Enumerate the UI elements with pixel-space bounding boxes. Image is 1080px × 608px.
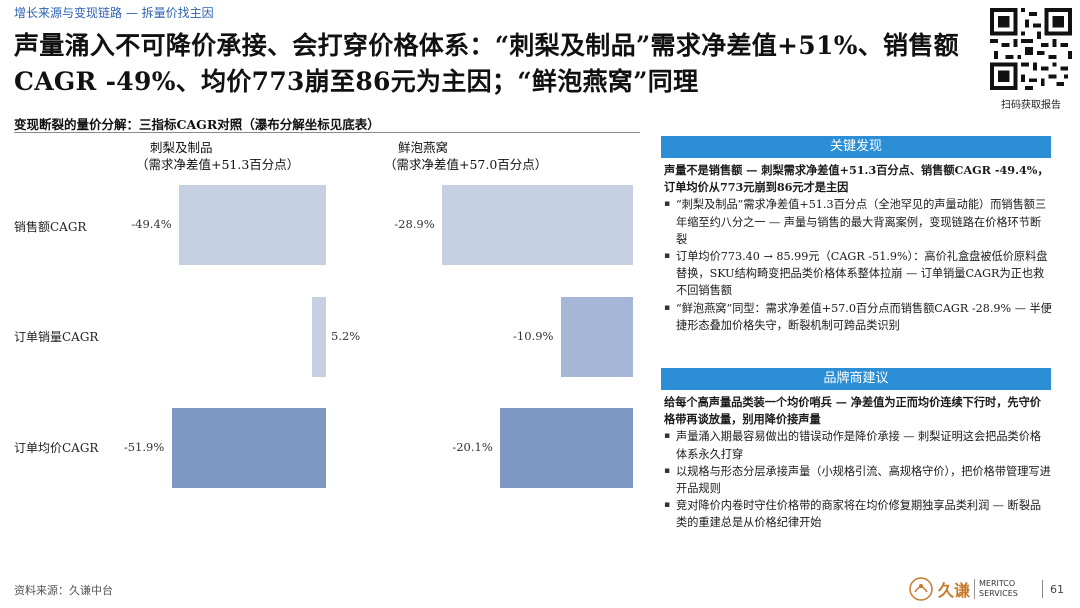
data-label: -28.9% xyxy=(394,217,435,231)
data-label: -20.1% xyxy=(452,440,493,454)
chart-bar xyxy=(561,297,633,377)
chart-bar xyxy=(179,185,326,265)
series-name-2: 鲜泡燕窝 xyxy=(398,140,449,155)
advice-body: 给每个高声量品类装一个均价哨兵 — 净差值为正而均价连续下行时，先守价格带再谈放… xyxy=(664,394,1052,532)
data-label: -49.4% xyxy=(131,217,172,231)
advice-list: 声量涌入期最容易做出的错误动作是降价承接 — 刺梨证明这会把品类价格体系永久打穿… xyxy=(664,428,1052,531)
logo-en-line-1: MERITCO xyxy=(979,579,1016,588)
chart-column-title: 刺梨及制品 （需求净差值+51.3百分点） xyxy=(136,139,299,173)
list-item: 以规格与形态分层承接声量（小规格引流、高规格守价），把价格带管理写进开品规则 xyxy=(664,463,1052,497)
advice-header: 品牌商建议 xyxy=(661,368,1051,390)
data-label: 5.2% xyxy=(331,329,361,343)
list-item: 声量涌入期最容易做出的错误动作是降价承接 — 刺梨证明这会把品类价格体系永久打穿 xyxy=(664,428,1052,462)
logo-icon xyxy=(909,577,933,601)
page-title: 声量涌入不可降价承接、会打穿价格体系：“刺梨及制品”需求净差值+51%、销售额C… xyxy=(14,31,959,96)
list-item: 订单均价773.40 → 85.99元（CAGR -51.9%）：高价礼盒盘被低… xyxy=(664,248,1052,300)
series-subtitle-1: （需求净差值+51.3百分点） xyxy=(136,157,300,172)
breadcrumb: 增长来源与变现链路 — 拆量价找主因 xyxy=(14,6,214,20)
findings-list: “刺梨及制品”需求净差值+51.3百分点（全池罕见的声量动能）而销售额三年缩至约… xyxy=(664,196,1052,334)
chart-bar xyxy=(442,185,633,265)
logo-cn-text: 久谦 xyxy=(938,581,971,600)
chart-bar xyxy=(171,408,326,488)
qr-caption: 扫码获取报告 xyxy=(1001,100,1061,111)
qr-code-icon[interactable] xyxy=(990,8,1072,90)
logo-en-text: MERITCO SERVICES xyxy=(974,579,1018,599)
company-logo: 久谦 MERITCO SERVICES xyxy=(908,575,1038,603)
chart-bar xyxy=(500,408,633,488)
findings-body: 声量不是销售额 — 刺梨需求净差值+51.3百分点、销售额CAGR -49.4%… xyxy=(664,162,1052,334)
logo-en-line-2: SERVICES xyxy=(979,589,1018,598)
series-name-1: 刺梨及制品 xyxy=(150,140,213,155)
chart-column-title: 鲜泡燕窝 （需求净差值+57.0百分点） xyxy=(384,139,547,173)
series-subtitle-2: （需求净差值+57.0百分点） xyxy=(384,157,548,172)
data-label: -51.9% xyxy=(123,440,165,454)
advice-lead: 给每个高声量品类装一个均价哨兵 — 净差值为正而均价连续下行时，先守价格带再谈放… xyxy=(664,395,1041,427)
list-item: “鲜泡燕窝”同型：需求净差值+57.0百分点而销售额CAGR -28.9% — … xyxy=(664,300,1052,334)
data-label: -10.9% xyxy=(513,329,554,343)
page-separator xyxy=(1042,580,1043,598)
findings-lead: 声量不是销售额 — 刺梨需求净差值+51.3百分点、销售额CAGR -49.4%… xyxy=(664,163,1049,195)
findings-header: 关键发现 xyxy=(661,136,1051,158)
page-number: 61 xyxy=(1050,583,1064,596)
category-label: 订单销量CAGR xyxy=(14,330,99,344)
source-note: 资料来源：久谦中台 xyxy=(14,584,113,597)
list-item: 竞对降价内卷时守住价格带的商家将在均价修复期独享品类利润 — 断裂品类的重建总是… xyxy=(664,497,1052,531)
chart-heading: 变现断裂的量价分解：三指标CAGR对照（瀑布分解坐标见底表） xyxy=(14,117,380,132)
heading-divider xyxy=(14,132,640,133)
chart-bar xyxy=(312,297,326,377)
category-label: 销售额CAGR xyxy=(14,220,87,234)
list-item: “刺梨及制品”需求净差值+51.3百分点（全池罕见的声量动能）而销售额三年缩至约… xyxy=(664,196,1052,248)
category-label: 订单均价CAGR xyxy=(14,441,99,455)
